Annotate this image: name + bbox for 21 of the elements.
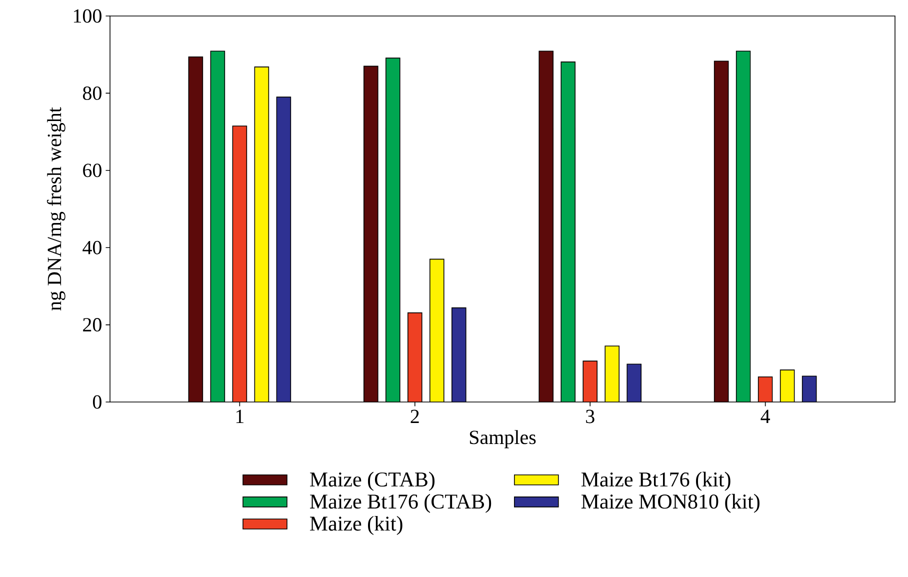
y-tick-label: 80 [82, 86, 102, 100]
x-tick-label: 3 [586, 410, 594, 424]
y-tick-label: 20 [83, 318, 102, 332]
x-axis-title: Samples [470, 430, 536, 448]
legend-label: Maize Bt176 (kit) [581, 472, 730, 491]
x-tick-label: 1 [236, 410, 244, 423]
y-tick-label: 60 [83, 164, 102, 178]
bar [188, 56, 204, 402]
legend-label: Maize Bt176 (CTAB) [310, 494, 492, 513]
x-tick-label: 4 [760, 410, 770, 423]
y-axis-title: ng DNA/mg fresh weight [46, 107, 66, 310]
y-tick-label: 100 [74, 9, 102, 23]
bar [538, 50, 554, 402]
x-tick-label: 2 [410, 410, 419, 424]
legend-label: Maize MON810 (kit) [581, 494, 760, 513]
y-tick-label: 40 [82, 240, 102, 254]
legend-label: Maize (kit) [310, 516, 402, 535]
bar [714, 60, 729, 402]
legend-label: Maize (CTAB) [310, 472, 434, 491]
y-tick-label: 0 [92, 395, 102, 409]
bar [363, 66, 378, 402]
